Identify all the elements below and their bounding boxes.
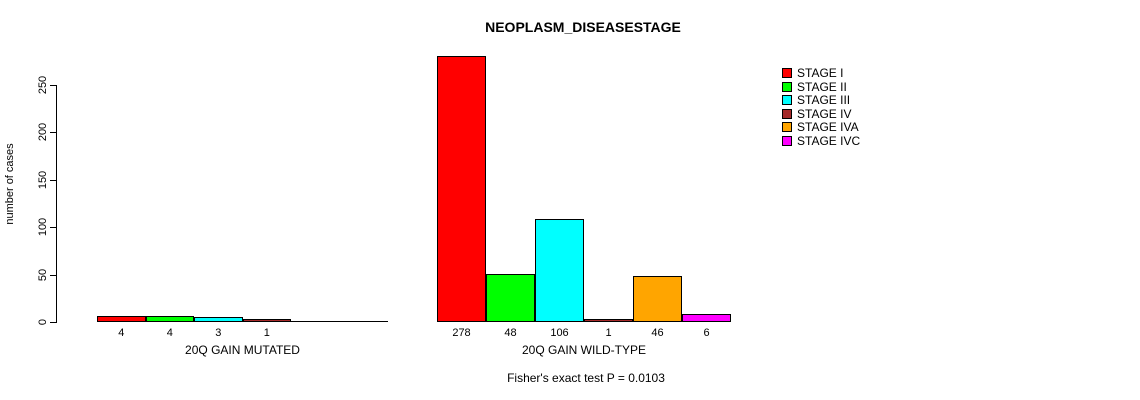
bar-stage-iii: [194, 317, 243, 322]
bar-stage-ii: [145, 316, 194, 322]
legend-swatch-stage-ii: [782, 81, 792, 92]
bar-value-label: 278: [452, 327, 471, 339]
legend-row-stage-ii: STAGE II: [782, 81, 847, 93]
y-axis-label: number of cases: [4, 143, 16, 225]
bar-stage-iva: [633, 276, 682, 322]
y-tick-label: 250: [37, 75, 49, 95]
bar-stage-iv: [242, 319, 291, 322]
bar-stage-iii: [535, 219, 584, 322]
y-axis-tick: [50, 322, 56, 323]
legend-label: STAGE IVA: [797, 120, 859, 134]
legend-row-stage-iii: STAGE III: [782, 94, 850, 106]
legend-swatch-stage-iv: [782, 108, 792, 119]
legend-swatch-stage-iii: [782, 95, 792, 105]
bar-value-label: 4: [166, 327, 173, 339]
bar-stage-i: [437, 56, 486, 322]
legend-label: STAGE IVC: [797, 133, 861, 148]
y-axis-tick: [50, 85, 56, 86]
bar-value-label: 46: [651, 327, 664, 339]
bar-value-label: 48: [504, 327, 517, 339]
bar-value-label: 106: [550, 327, 569, 339]
y-axis-tick: [50, 180, 56, 181]
bar-stage-iv: [584, 319, 633, 322]
legend-label: STAGE IV: [797, 106, 852, 121]
chart-title: NEOPLASM_DISEASESTAGE: [485, 19, 681, 35]
y-axis-tick: [50, 275, 56, 276]
y-axis-line: [56, 85, 57, 323]
legend-row-stage-ivc: STAGE IVC: [782, 135, 860, 147]
legend-label: STAGE III: [797, 93, 851, 107]
bar-value-label: 3: [215, 327, 222, 339]
legend-label: STAGE I: [797, 66, 844, 80]
legend-label: STAGE II: [797, 79, 847, 94]
legend-swatch-stage-iva: [782, 122, 792, 132]
y-tick-label: 200: [37, 122, 49, 142]
bar-value-label: 4: [118, 327, 125, 339]
y-axis-tick: [50, 132, 56, 133]
bar-stage-i: [97, 316, 146, 322]
footnote-text: Fisher's exact test P = 0.0103: [507, 371, 665, 385]
y-tick-label: 150: [37, 170, 49, 190]
legend-swatch-stage-i: [782, 68, 792, 78]
legend-row-stage-iv: STAGE IV: [782, 108, 851, 120]
group-label-20q-gain-mutated: 20Q GAIN MUTATED: [185, 343, 300, 357]
bar-stage-ivc: [682, 314, 731, 322]
legend-row-stage-i: STAGE I: [782, 67, 843, 79]
y-tick-label: 0: [37, 318, 49, 326]
bar-value-label: 6: [703, 327, 710, 339]
legend-swatch-stage-ivc: [782, 135, 792, 146]
y-tick-label: 50: [37, 268, 49, 282]
y-axis-tick: [50, 227, 56, 228]
y-tick-label: 100: [37, 217, 49, 237]
legend-row-stage-iva: STAGE IVA: [782, 121, 859, 133]
bar-value-label: 1: [263, 327, 270, 339]
bar-value-label: 1: [605, 327, 612, 339]
bar-stage-ii: [486, 274, 535, 322]
group-label-20q-gain-wild-type: 20Q GAIN WILD-TYPE: [521, 343, 647, 357]
